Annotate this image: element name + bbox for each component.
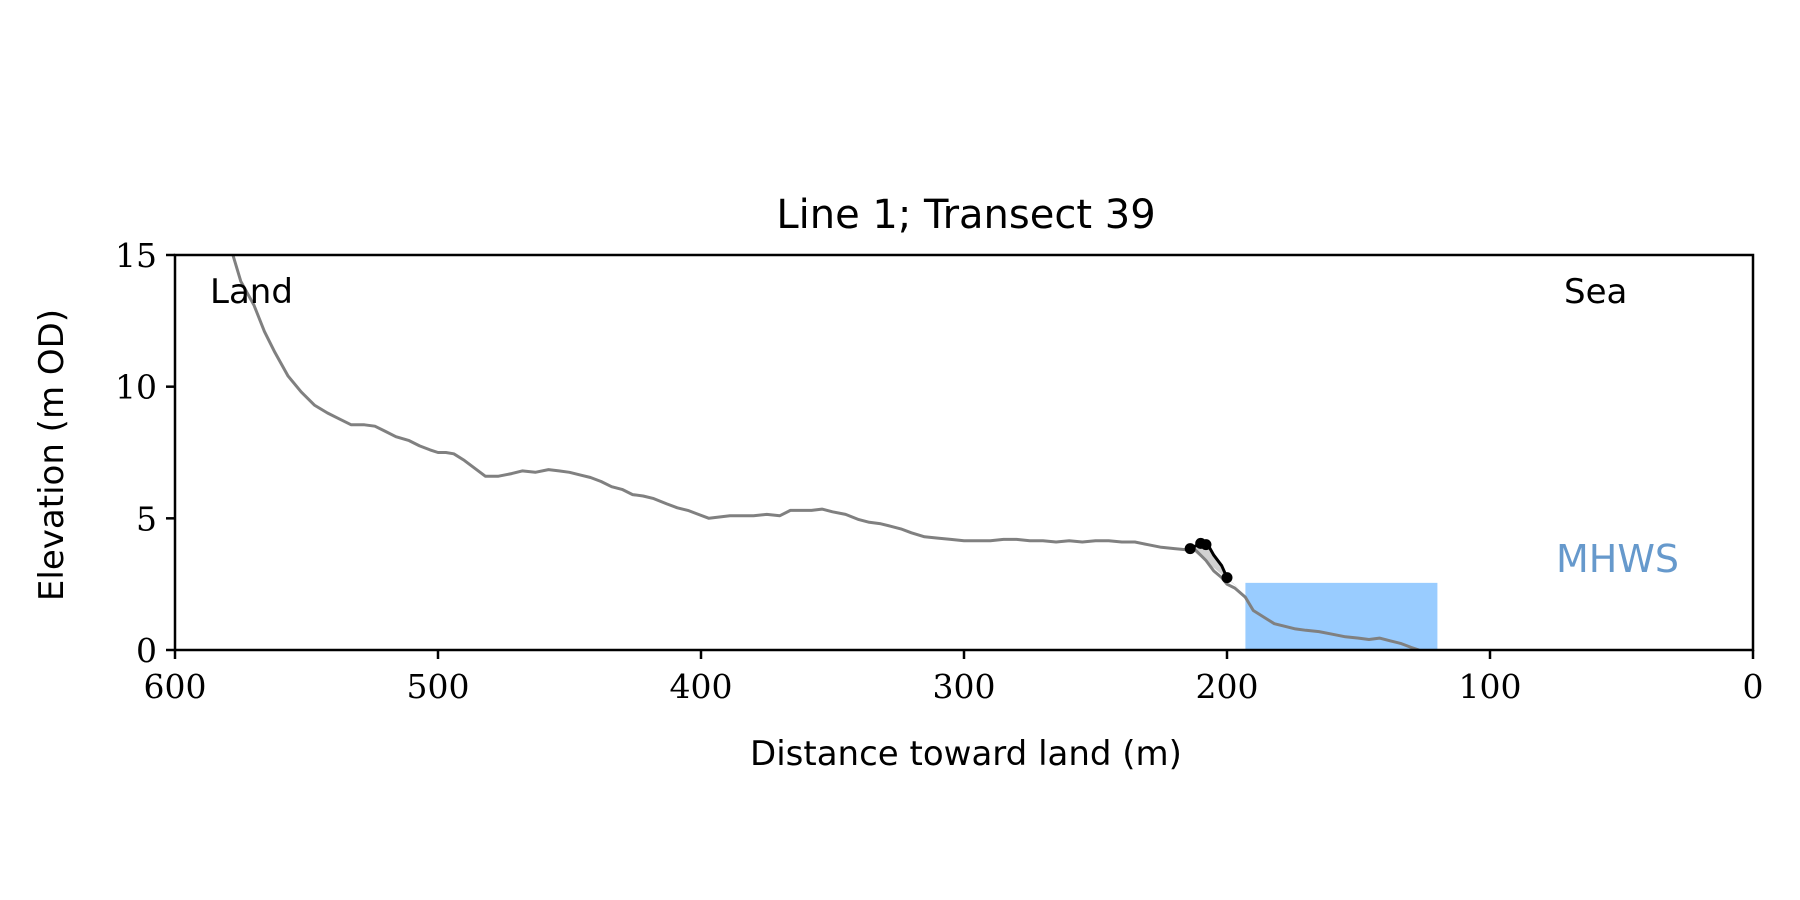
x-tick-label: 0	[1743, 667, 1764, 706]
x-tick-label: 400	[670, 667, 733, 706]
land-annotation: Land	[210, 272, 293, 312]
y-tick-label: 15	[115, 236, 157, 275]
sea-annotation: Sea	[1564, 272, 1627, 312]
x-tick-label: 600	[144, 667, 207, 706]
chart-title: Line 1; Transect 39	[776, 192, 1155, 238]
y-tick-label: 5	[136, 499, 157, 538]
mhws-water-band	[1245, 582, 1438, 650]
highlight-shade	[1190, 543, 1241, 590]
highlight-point	[1184, 543, 1196, 555]
y-axis-label: Elevation (m OD)	[32, 309, 72, 601]
x-axis-label: Distance toward land (m)	[750, 734, 1182, 774]
mhws-annotation: MHWS	[1556, 537, 1679, 581]
x-tick-label: 100	[1459, 667, 1522, 706]
x-tick-label: 500	[407, 667, 470, 706]
x-tick-label: 300	[933, 667, 996, 706]
profile-line	[231, 255, 1420, 650]
y-tick-label: 10	[115, 368, 157, 407]
axes-frame	[173, 253, 1755, 652]
y-tick-label: 0	[136, 631, 157, 670]
x-tick-label: 200	[1196, 667, 1259, 706]
plot-contents	[231, 255, 1438, 650]
plot-area: 600 500 400 300 200 100 0 0 5 10 15	[115, 236, 1764, 706]
highlight-point	[1221, 572, 1233, 584]
highlight-point	[1200, 539, 1212, 551]
